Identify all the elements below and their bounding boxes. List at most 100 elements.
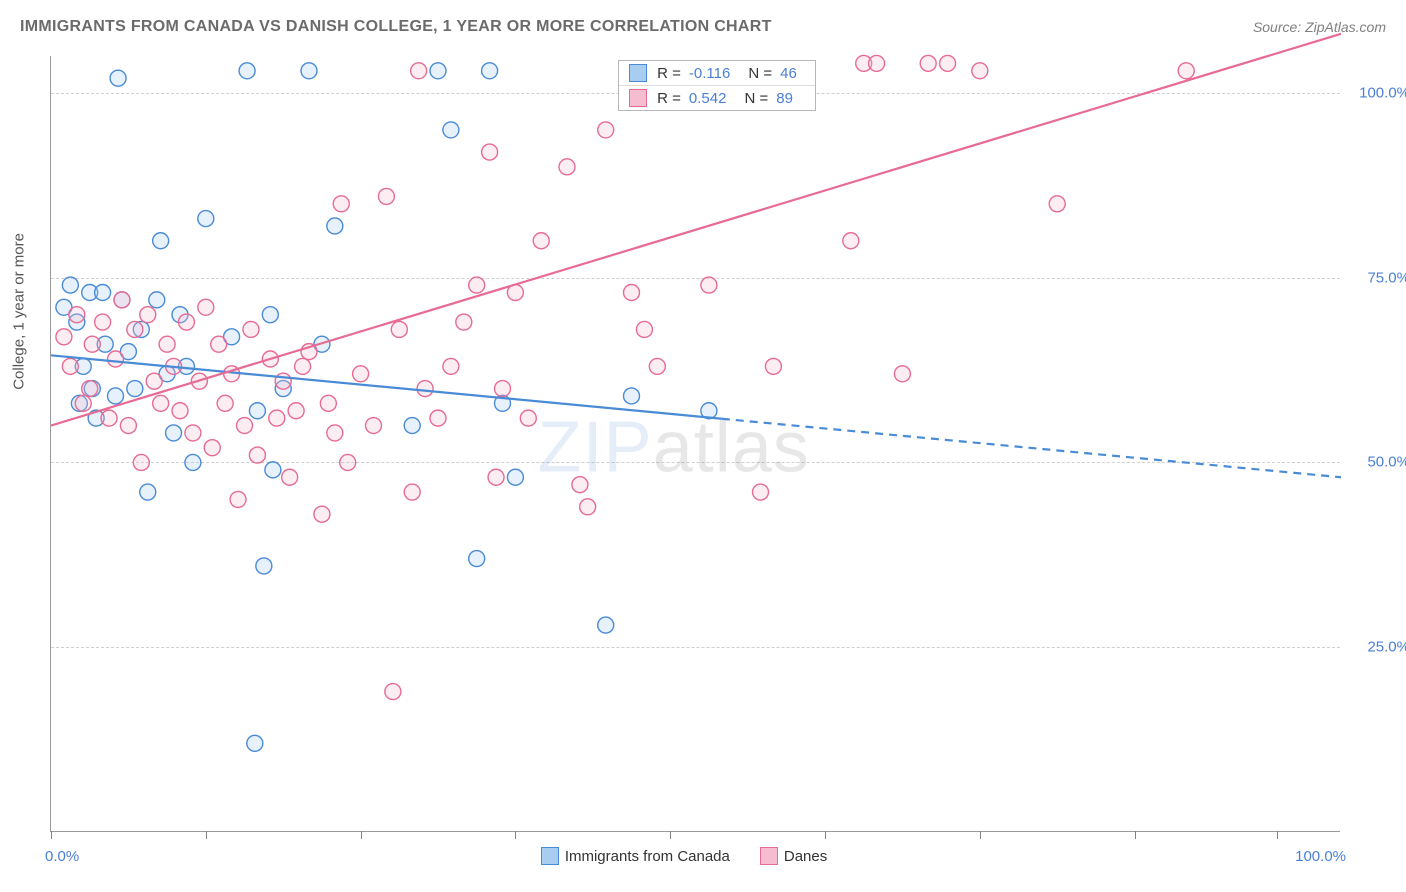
data-point — [140, 484, 156, 500]
data-point — [69, 307, 85, 323]
data-point — [120, 418, 136, 434]
x-tick — [206, 831, 207, 839]
x-axis-min-label: 0.0% — [45, 848, 79, 865]
legend-label: Danes — [784, 848, 827, 865]
data-point — [701, 277, 717, 293]
data-point — [765, 358, 781, 374]
data-point — [108, 388, 124, 404]
legend-bottom: Immigrants from Canada Danes — [541, 847, 827, 865]
data-point — [153, 395, 169, 411]
data-point — [56, 329, 72, 345]
data-point — [598, 122, 614, 138]
data-point — [153, 233, 169, 249]
data-point — [159, 336, 175, 352]
data-point — [282, 469, 298, 485]
legend-label: Immigrants from Canada — [565, 848, 730, 865]
series-swatch-icon — [760, 847, 778, 865]
data-point — [482, 144, 498, 160]
data-point — [288, 403, 304, 419]
data-point — [178, 314, 194, 330]
data-point — [198, 211, 214, 227]
data-point — [243, 321, 259, 337]
y-axis-title: College, 1 year or more — [11, 233, 28, 390]
data-point — [62, 277, 78, 293]
data-point — [430, 410, 446, 426]
data-point — [482, 63, 498, 79]
data-point — [230, 491, 246, 507]
series-swatch-icon — [629, 89, 647, 107]
data-point — [624, 388, 640, 404]
data-point — [82, 381, 98, 397]
data-point — [1178, 63, 1194, 79]
data-point — [598, 617, 614, 633]
data-point — [488, 469, 504, 485]
data-point — [430, 63, 446, 79]
data-point — [133, 454, 149, 470]
data-point — [301, 63, 317, 79]
data-point — [404, 484, 420, 500]
x-tick — [361, 831, 362, 839]
trend-line-dashed — [722, 419, 1341, 478]
data-point — [559, 159, 575, 175]
chart-title: IMMIGRANTS FROM CANADA VS DANISH COLLEGE… — [20, 18, 772, 36]
data-point — [327, 218, 343, 234]
data-point — [391, 321, 407, 337]
x-tick — [515, 831, 516, 839]
data-point — [533, 233, 549, 249]
data-point — [95, 284, 111, 300]
data-point — [624, 284, 640, 300]
data-point — [249, 403, 265, 419]
r-value: -0.116 — [689, 65, 730, 82]
data-point — [314, 506, 330, 522]
data-point — [1049, 196, 1065, 212]
data-point — [249, 447, 265, 463]
data-point — [149, 292, 165, 308]
data-point — [265, 462, 281, 478]
data-point — [456, 314, 472, 330]
data-point — [140, 307, 156, 323]
data-point — [95, 314, 111, 330]
data-point — [404, 418, 420, 434]
data-point — [469, 277, 485, 293]
data-point — [411, 63, 427, 79]
data-point — [114, 292, 130, 308]
data-point — [217, 395, 233, 411]
data-point — [469, 551, 485, 567]
x-tick — [825, 831, 826, 839]
y-tick-label: 100.0% — [1359, 84, 1406, 101]
data-point — [920, 55, 936, 71]
data-point — [166, 425, 182, 441]
legend-stats-row: R = 0.542 N = 89 — [619, 86, 815, 110]
r-value: 0.542 — [689, 90, 727, 107]
legend-item: Immigrants from Canada — [541, 847, 730, 865]
data-point — [146, 373, 162, 389]
legend-stats-row: R = -0.116 N = 46 — [619, 61, 815, 86]
x-tick — [980, 831, 981, 839]
data-point — [580, 499, 596, 515]
data-point — [262, 307, 278, 323]
series-swatch-icon — [541, 847, 559, 865]
data-point — [204, 440, 220, 456]
data-point — [127, 381, 143, 397]
scatter-plot-svg — [51, 56, 1340, 831]
title-bar: IMMIGRANTS FROM CANADA VS DANISH COLLEGE… — [20, 18, 1386, 36]
data-point — [869, 55, 885, 71]
y-tick-label: 25.0% — [1367, 639, 1406, 656]
data-point — [295, 358, 311, 374]
data-point — [353, 366, 369, 382]
source-label: Source: ZipAtlas.com — [1253, 19, 1386, 35]
x-tick — [1135, 831, 1136, 839]
data-point — [753, 484, 769, 500]
data-point — [940, 55, 956, 71]
data-point — [237, 418, 253, 434]
n-value: 46 — [780, 65, 797, 82]
data-point — [649, 358, 665, 374]
series-swatch-icon — [629, 64, 647, 82]
n-value: 89 — [776, 90, 793, 107]
legend-item: Danes — [760, 847, 827, 865]
y-tick-label: 75.0% — [1367, 269, 1406, 286]
data-point — [211, 336, 227, 352]
data-point — [894, 366, 910, 382]
data-point — [127, 321, 143, 337]
data-point — [247, 735, 263, 751]
